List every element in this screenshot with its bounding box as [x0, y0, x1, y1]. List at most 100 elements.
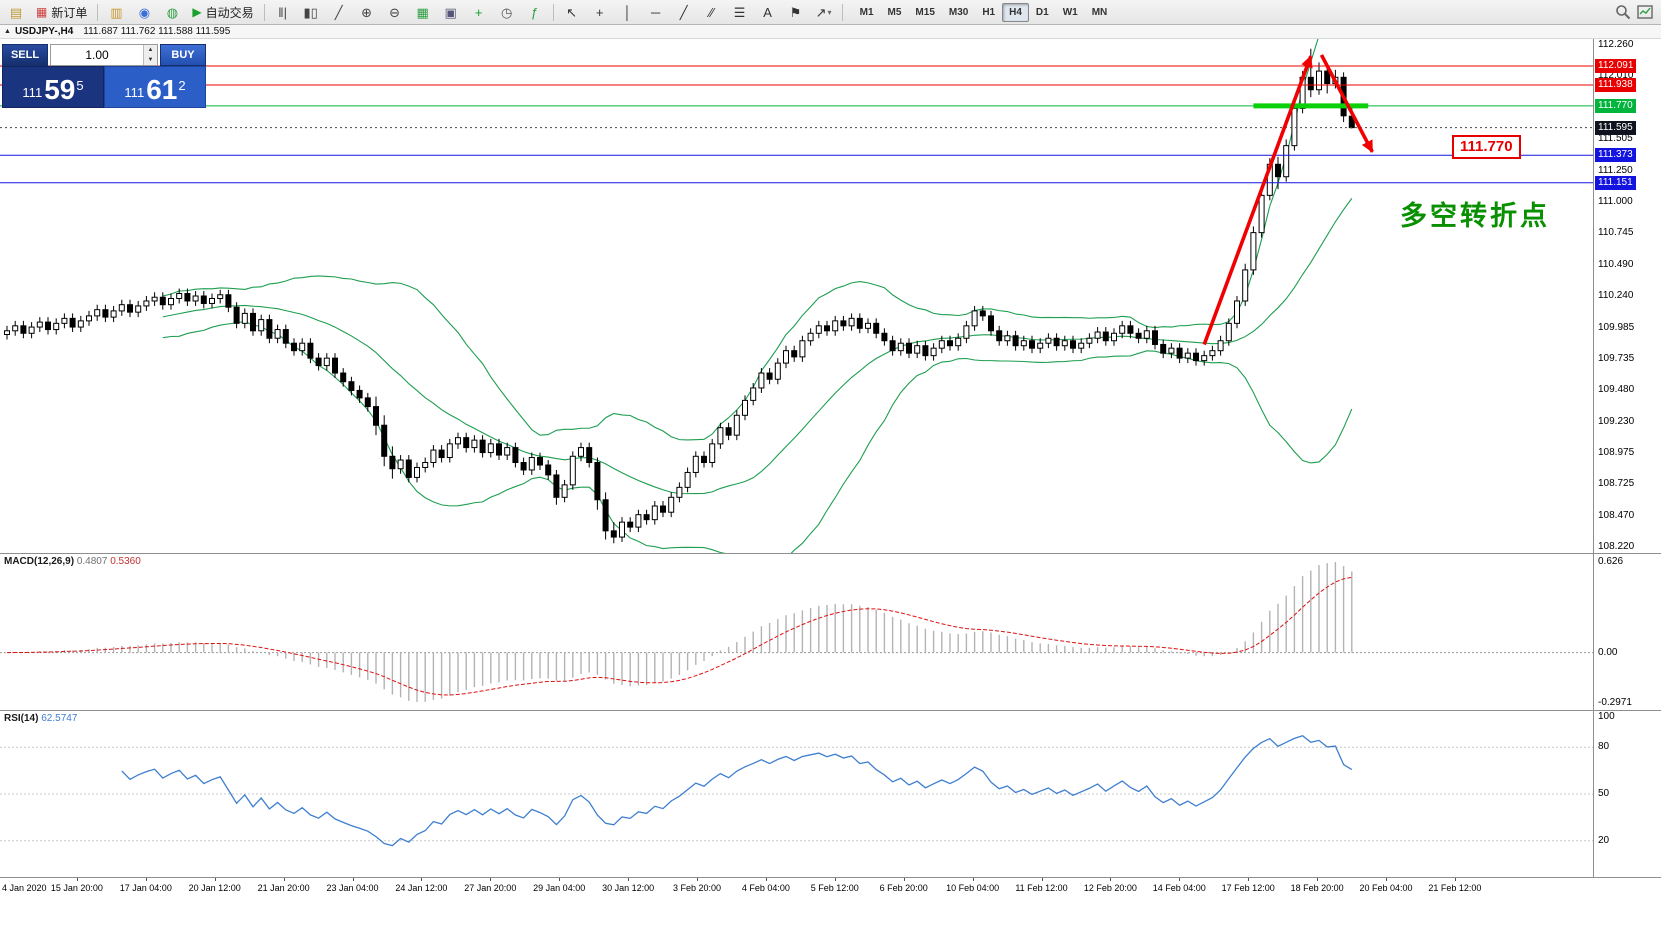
text-tool-icon[interactable]: A — [754, 1, 782, 24]
new-chart-icon: + — [474, 4, 483, 20]
autotrading-button[interactable]: ▶ 自动交易 — [186, 1, 259, 24]
macd-chart[interactable] — [0, 554, 1593, 710]
volume-up-icon[interactable]: ▲ — [144, 45, 157, 55]
bollinger-upper-line — [162, 0, 1336, 441]
sell-price[interactable]: 111 59 5 — [2, 66, 104, 108]
data-window-icon: ◍ — [166, 4, 179, 20]
candle — [1053, 337, 1060, 347]
candle — [873, 322, 880, 334]
timeframe-h1[interactable]: H1 — [982, 6, 996, 18]
candle — [241, 312, 248, 324]
vertical-line-icon[interactable]: │ — [614, 1, 642, 24]
indicators-list-icon[interactable]: ƒ — [521, 1, 549, 24]
macd-signal-value: 0.5360 — [110, 556, 141, 567]
price-callout-label: 111.770 — [1452, 135, 1521, 159]
timeframe-m1[interactable]: M1 — [859, 6, 874, 18]
volume-field[interactable]: 1.00 ▲ ▼ — [50, 44, 158, 66]
profiles-icon[interactable]: ◉ — [130, 1, 158, 24]
auto-scroll-icon: ◷ — [500, 4, 513, 20]
time-label: 6 Feb 20:00 — [879, 883, 928, 893]
rsi-axis[interactable]: 100 80 50 20 — [1593, 711, 1661, 877]
chart-switch-icon[interactable] — [1637, 4, 1653, 20]
time-tick — [1317, 878, 1319, 881]
new-order-button[interactable]: ▦ 新订单 — [30, 1, 93, 24]
macd-label: MACD(12,26,9) 0.4807 0.5360 — [4, 556, 141, 567]
timeframe-m15[interactable]: M15 — [915, 6, 935, 18]
time-label: 3 Feb 20:00 — [672, 883, 722, 893]
chart-collapse-icon[interactable]: ▲ — [4, 28, 11, 35]
candle — [783, 350, 789, 364]
arrows-tool-icon[interactable]: ↗ ▾ — [810, 1, 838, 24]
candle — [274, 329, 281, 339]
time-label: 17 Feb 12:00 — [1221, 883, 1275, 893]
timeframe-d1[interactable]: D1 — [1035, 6, 1049, 18]
candle — [619, 521, 625, 538]
charts-stack-icon[interactable]: ▥ — [102, 1, 130, 24]
price-axis[interactable]: 112.260112.010111.760111.505111.250111.0… — [1593, 39, 1661, 553]
rsi-chart[interactable] — [0, 711, 1593, 877]
timeframe-w1[interactable]: W1 — [1062, 6, 1078, 18]
horizontal-line-icon[interactable]: ─ — [642, 1, 670, 24]
tile-windows-icon[interactable]: ▦ — [409, 1, 437, 24]
volume-spinner: ▲ ▼ — [143, 45, 157, 65]
cursor-icon[interactable]: ↖ — [558, 1, 586, 24]
candle — [1127, 325, 1134, 334]
channel-icon[interactable]: ∕∕ — [698, 1, 726, 24]
time-tick — [903, 878, 905, 881]
timeframe-h4[interactable]: H4 — [1002, 2, 1029, 22]
chart-window-menu-icon[interactable]: ▤ — [2, 1, 30, 24]
autotrading-icon: ▶ — [192, 5, 202, 19]
buy-button[interactable]: BUY — [160, 44, 206, 66]
sell-button[interactable]: SELL — [2, 44, 48, 66]
time-label: 20 Feb 04:00 — [1359, 883, 1413, 893]
auto-scroll-icon[interactable]: ◷ — [493, 1, 521, 24]
cascade-windows-icon[interactable]: ▣ — [437, 1, 465, 24]
time-axis[interactable]: 4 Jan 2020 15 Jan 20:00 17 Jan 04:00 20 Jan… — [0, 877, 1661, 899]
timeframe-m5[interactable]: M5 — [887, 6, 902, 18]
candle — [610, 530, 617, 538]
arrows-tool-icon-dropdown-icon[interactable]: ▾ — [827, 7, 832, 17]
data-window-icon[interactable]: ◍ — [158, 1, 186, 24]
candle — [832, 320, 839, 332]
volume-value[interactable]: 1.00 — [85, 48, 109, 62]
candlestick-chart-type-icon[interactable]: ▮▯ — [297, 1, 325, 24]
candle — [1209, 350, 1216, 357]
trend-arrow-down[interactable] — [1319, 54, 1374, 153]
candle — [315, 357, 322, 367]
candle — [1078, 342, 1085, 349]
time-tick — [145, 878, 147, 881]
bar-chart-type-icon[interactable]: ‖| — [269, 1, 297, 24]
candle — [512, 447, 519, 464]
line-chart-type-icon[interactable]: ╱ — [325, 1, 353, 24]
price-tick: 110.240 — [1598, 290, 1634, 301]
crosshair-icon[interactable]: + — [586, 1, 614, 24]
candle — [520, 462, 527, 471]
timeframe-mn[interactable]: MN — [1091, 6, 1108, 18]
candle — [906, 342, 912, 354]
trendline-icon[interactable]: ╱ — [670, 1, 698, 24]
time-tick — [214, 878, 216, 881]
buy-price[interactable]: 111 61 2 — [104, 66, 206, 108]
chart-window-menu-icon: ▤ — [9, 4, 23, 20]
macd-axis[interactable]: 0.626 0.00 -0.2971 — [1593, 554, 1661, 710]
zoom-in-icon[interactable]: ⊕ — [353, 1, 381, 24]
candle — [684, 471, 691, 488]
timeframe-m30[interactable]: M30 — [948, 6, 969, 18]
candle — [20, 325, 27, 334]
time-label: 18 Feb 20:00 — [1290, 883, 1344, 893]
time-tick — [972, 878, 974, 881]
label-tool-icon[interactable]: ⚑ — [782, 1, 810, 24]
candle — [389, 455, 396, 470]
new-chart-icon[interactable]: + — [465, 1, 493, 24]
candle — [938, 340, 945, 349]
candle — [184, 293, 191, 302]
zoom-out-icon[interactable]: ⊖ — [381, 1, 409, 24]
price-badge-111.938: 111.938 — [1595, 78, 1636, 92]
main-chart[interactable] — [0, 0, 1593, 573]
buy-price-prefix: 111 — [124, 85, 145, 100]
zoom-out-icon: ⊖ — [389, 4, 401, 20]
trend-arrow-up[interactable] — [1202, 55, 1313, 346]
fibonacci-icon[interactable]: ☰ — [726, 1, 754, 24]
symbol-search-icon[interactable] — [1615, 4, 1631, 20]
volume-down-icon[interactable]: ▼ — [144, 55, 157, 65]
